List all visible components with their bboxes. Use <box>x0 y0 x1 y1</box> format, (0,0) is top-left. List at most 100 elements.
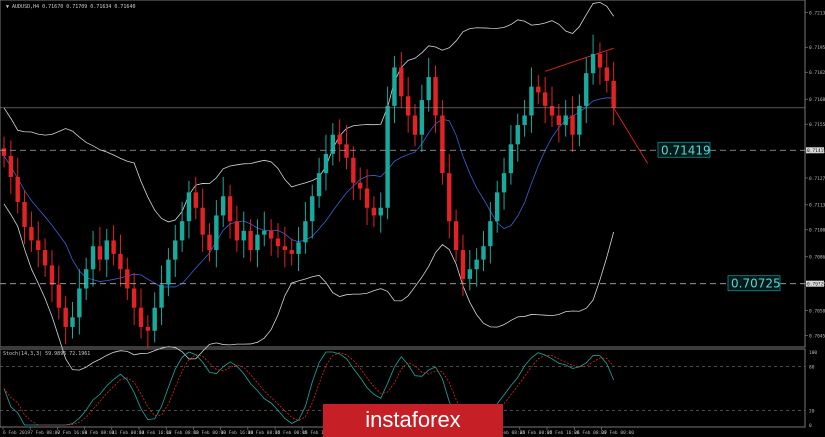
price-tick-label: 0.71415 <box>809 149 825 155</box>
candle-body <box>481 246 486 260</box>
time-tick-label: 11 Feb 16:00 <box>139 430 172 436</box>
symbol-label: ▼ AUDUSD,H4 0.71670 0.71709 0.71634 0.71… <box>6 4 135 10</box>
candle-body <box>501 173 507 193</box>
candle-body <box>1 148 7 156</box>
candle-body <box>77 288 82 318</box>
candle-body <box>262 230 267 235</box>
level-price-tag <box>806 147 824 154</box>
time-tick-label: 27 Feb 00:00 <box>601 430 634 436</box>
candle-body <box>597 53 603 68</box>
level-box <box>727 275 781 292</box>
candle-body <box>399 67 404 97</box>
candle-body <box>563 115 568 126</box>
bollinger-lower <box>3 203 615 371</box>
candle-body <box>145 326 151 331</box>
price-tick-label: 0.71555 <box>809 122 825 128</box>
candle-body <box>296 242 301 254</box>
stoch-main-line <box>3 351 615 426</box>
candles <box>1 34 616 349</box>
candle-body <box>515 125 520 145</box>
candle-body <box>138 307 144 327</box>
level-price-text: 0.71419 <box>807 148 825 154</box>
price-tick-label: 0.71135 <box>809 203 825 209</box>
candle-body <box>268 230 274 239</box>
candle-body <box>529 86 534 116</box>
price-tick-label: 0.71275 <box>809 176 825 182</box>
candle-body <box>42 250 48 266</box>
level-label: 0.70725 <box>731 277 781 291</box>
candle-body <box>282 246 288 251</box>
candle-body <box>590 53 596 74</box>
candle-body <box>412 115 418 135</box>
candle-body <box>200 207 205 235</box>
candle-body <box>241 230 246 241</box>
candle-body <box>166 259 171 285</box>
candle-body <box>440 115 445 174</box>
candle-body <box>310 196 315 222</box>
time-tick-label: 25 Feb 00:00 <box>520 430 553 436</box>
candle-body <box>125 269 130 289</box>
candle-body <box>323 153 329 174</box>
candle-body <box>316 173 322 197</box>
time-tick-label: 15 Feb 00:00 <box>275 430 308 436</box>
candle-body <box>378 207 383 216</box>
candle-body <box>495 192 500 222</box>
candle-body <box>289 250 294 254</box>
time-tick-label: 8 Feb 08:00 <box>85 430 115 436</box>
price-tick-label: 0.70725 <box>809 281 825 287</box>
candle-body <box>577 105 582 135</box>
main-panel <box>0 0 806 348</box>
candle-body <box>604 67 609 81</box>
candle-body <box>248 230 253 251</box>
candle-body <box>364 188 370 208</box>
time-tick-label: 7 Feb 08:00 <box>30 430 60 436</box>
candle-body <box>371 207 377 216</box>
time-tick-label: 11 Feb 00:00 <box>112 430 145 436</box>
candle-body <box>611 80 616 108</box>
price-tick-label: 0.70455 <box>809 333 825 339</box>
candle-body <box>522 115 527 126</box>
candle-body <box>159 284 164 308</box>
candle-body <box>186 192 192 222</box>
price-tick-label: 0.71005 <box>809 228 825 234</box>
projection-arrow <box>613 107 649 164</box>
candle-body <box>337 134 342 145</box>
candle-body <box>344 144 349 158</box>
candle-body <box>488 221 493 247</box>
candle-body <box>70 317 75 327</box>
candle-body <box>584 73 589 106</box>
level-label: 0.71419 <box>661 143 711 157</box>
level-price-text: 0.70725 <box>807 281 825 287</box>
stoch-level-label: 0 <box>809 423 812 429</box>
candle-body <box>8 155 14 177</box>
candle-body <box>36 240 41 251</box>
candle-body <box>351 157 356 183</box>
candle-body <box>15 176 20 202</box>
candle-body <box>433 77 438 116</box>
candle-body <box>556 115 562 126</box>
candle-body <box>22 201 27 227</box>
candle-body <box>385 105 390 208</box>
candle-body <box>536 86 541 93</box>
candle-body <box>221 196 226 216</box>
candle-body <box>234 221 240 241</box>
time-axis: 6 Feb 2019 7 Feb 08:007 Feb 16:008 Feb 08… <box>2 427 634 436</box>
candle-body <box>392 67 397 106</box>
time-tick-label: 7 Feb 16:00 <box>57 430 87 436</box>
stoch-level-label: 100 <box>809 350 817 356</box>
candle-body <box>118 253 123 270</box>
candle-body <box>29 226 34 241</box>
price-axis: 0.72135 0.71955 0.71825 0.71685 0.71555 0.714… <box>805 10 825 339</box>
bollinger-bands <box>3 1 649 371</box>
candle-body <box>97 246 103 260</box>
candle-body <box>173 240 178 260</box>
candle-body <box>207 234 212 251</box>
candle-body <box>214 215 219 251</box>
price-tick-label: 0.70865 <box>809 255 825 261</box>
candle-body <box>460 250 466 279</box>
candle-body <box>104 240 109 260</box>
price-tick-label: 0.71955 <box>809 45 825 51</box>
bollinger-upper <box>3 1 614 223</box>
candle-body <box>84 269 89 289</box>
